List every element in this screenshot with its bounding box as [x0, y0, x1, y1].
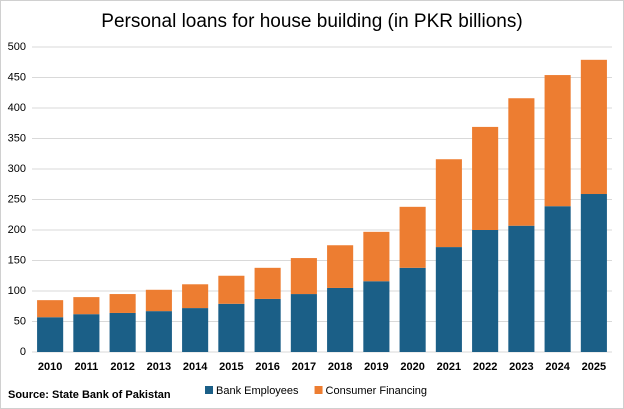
- legend-label: Bank Employees: [216, 385, 299, 397]
- bar-segment: [145, 289, 172, 312]
- bar-segment: [109, 312, 136, 352]
- bar-segment: [218, 303, 245, 352]
- y-tick-label: 0: [20, 346, 26, 358]
- y-tick-label: 200: [8, 224, 26, 236]
- y-tick-label: 150: [8, 254, 26, 266]
- x-tick-label: 2022: [473, 361, 497, 373]
- bar-segment: [182, 308, 209, 352]
- bar-segment: [109, 294, 136, 313]
- bar-segment: [472, 126, 499, 230]
- bar-segment: [435, 247, 462, 352]
- x-tick-label: 2025: [582, 361, 606, 373]
- x-tick-label: 2019: [364, 361, 388, 373]
- x-tick-label: 2017: [292, 361, 316, 373]
- x-tick-label: 2023: [509, 361, 533, 373]
- x-tick-label: 2024: [545, 361, 570, 373]
- legend-swatch: [205, 386, 213, 394]
- x-tick-label: 2011: [74, 361, 98, 373]
- bar-segment: [254, 298, 281, 352]
- bar-segment: [37, 300, 64, 318]
- x-tick-label: 2020: [400, 361, 424, 373]
- bar-segment: [363, 231, 390, 282]
- bar-segment: [580, 59, 607, 195]
- x-tick-label: 2013: [147, 361, 171, 373]
- x-tick-label: 2016: [255, 361, 279, 373]
- bar-segment: [327, 245, 354, 288]
- x-tick-label: 2010: [38, 361, 62, 373]
- x-tick-label: 2015: [219, 361, 243, 373]
- bar-segment: [544, 206, 571, 352]
- bar-segment: [73, 297, 100, 315]
- bar-segment: [580, 194, 607, 352]
- x-tick-label: 2014: [183, 361, 208, 373]
- y-tick-label: 400: [8, 102, 26, 114]
- bar-segment: [254, 267, 281, 299]
- legend-swatch: [314, 386, 323, 394]
- bar-segment: [218, 275, 245, 304]
- bar-segment: [73, 314, 100, 352]
- chart-title: Personal loans for house building (in PK…: [101, 11, 522, 32]
- y-tick-label: 250: [8, 193, 26, 205]
- bar-segment: [508, 225, 535, 352]
- x-tick-label: 2018: [328, 361, 352, 373]
- y-tick-label: 300: [8, 163, 26, 175]
- legend-label: Consumer Financing: [326, 385, 428, 397]
- source-note: Source: State Bank of Pakistan: [8, 389, 171, 401]
- y-tick-label: 50: [14, 315, 26, 327]
- bar-segment: [508, 98, 535, 226]
- bar-segment: [327, 287, 354, 352]
- bar-segment: [363, 281, 390, 352]
- bar-segment: [37, 317, 64, 352]
- bar-segment: [145, 311, 172, 352]
- bar-segment: [544, 75, 571, 207]
- bar-segment: [472, 230, 499, 352]
- bar-segment: [435, 159, 462, 248]
- y-tick-label: 450: [8, 71, 26, 83]
- y-tick-label: 100: [8, 285, 26, 297]
- bar-segment: [290, 294, 317, 352]
- y-tick-label: 500: [8, 41, 26, 53]
- bar-segment: [399, 206, 426, 268]
- y-tick-label: 350: [8, 132, 26, 144]
- bar-segment: [290, 258, 317, 295]
- x-tick-label: 2021: [437, 361, 461, 373]
- bar-segment: [182, 284, 209, 309]
- x-tick-label: 2012: [110, 361, 134, 373]
- bar-segment: [399, 267, 426, 352]
